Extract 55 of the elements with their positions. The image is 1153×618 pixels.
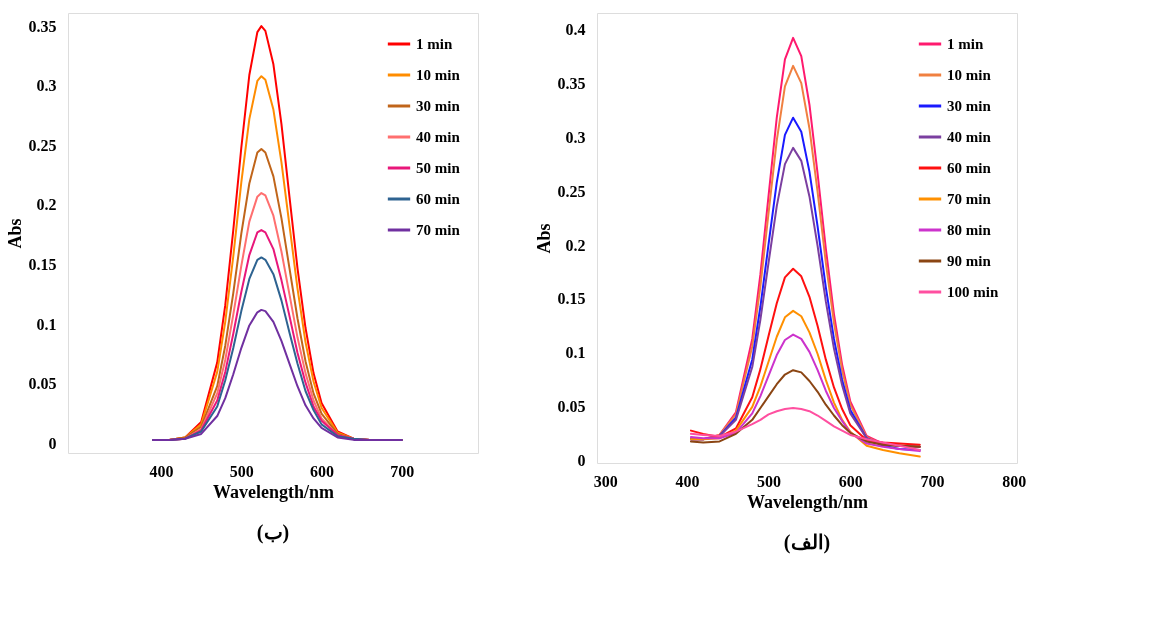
x-axis-title: Wavelength/nm [212, 481, 335, 502]
x-axis-title: Wavelength/nm [746, 491, 869, 512]
legend-label: 60 min [947, 160, 992, 176]
legend-label: 1 min [416, 36, 453, 52]
y-tick-label: 0.05 [557, 398, 586, 416]
y-tick-label: 0.25 [557, 182, 586, 200]
x-tick-label: 700 [920, 472, 945, 490]
x-tick-label: 400 [149, 462, 174, 480]
y-tick-label: 0.35 [557, 74, 586, 92]
line-series [689, 267, 921, 446]
x-tick-label: 300 [593, 472, 618, 490]
line-series [152, 308, 403, 441]
y-tick-label: 0.1 [565, 344, 586, 362]
y-tick-label: 0.3 [565, 128, 586, 146]
line-series [689, 369, 921, 448]
legend-label: 30 min [947, 98, 992, 114]
x-tick-label: 600 [310, 462, 335, 480]
y-tick-label: 0.05 [28, 375, 57, 393]
legend-label: 60 min [416, 191, 461, 207]
legend-label: 40 min [416, 129, 461, 145]
x-tick-label: 400 [675, 472, 700, 490]
y-tick-label: 0.25 [28, 136, 57, 154]
y-tick-label: 0.2 [565, 236, 586, 254]
x-tick-label: 500 [757, 472, 782, 490]
y-tick-label: 0.15 [28, 256, 57, 274]
y-tick-label: 0.35 [28, 17, 57, 35]
y-axis-title: Abs [4, 218, 25, 249]
x-tick-label: 800 [1002, 472, 1027, 490]
legend-label: 70 min [947, 191, 992, 207]
line-series [689, 333, 921, 453]
y-tick-label: 0.4 [565, 20, 586, 38]
legend-label: 10 min [416, 67, 461, 83]
legend-label: 30 min [416, 98, 461, 114]
legend-label: 40 min [947, 129, 992, 145]
x-tick-label: 700 [390, 462, 415, 480]
y-tick-label: 0 [577, 452, 586, 470]
y-axis-title: Abs [533, 223, 554, 254]
x-tick-label: 600 [838, 472, 863, 490]
legend-label: 10 min [947, 67, 992, 83]
legend-label: 100 min [947, 284, 999, 300]
line-series [689, 309, 921, 458]
legend-label: 80 min [947, 222, 992, 238]
y-tick-label: 0.1 [36, 315, 57, 333]
text: (ب) [256, 521, 290, 544]
legend-label: 1 min [947, 36, 984, 52]
legend-label: 90 min [947, 253, 992, 269]
legend-label: 70 min [416, 222, 461, 238]
x-tick-label: 500 [229, 462, 254, 480]
line-series [689, 406, 921, 452]
text: (الف) [783, 531, 831, 554]
y-tick-label: 0.3 [36, 77, 57, 95]
y-tick-label: 0 [48, 434, 57, 452]
y-tick-label: 0.15 [557, 290, 586, 308]
legend-label: 50 min [416, 160, 461, 176]
y-tick-label: 0.2 [36, 196, 57, 214]
